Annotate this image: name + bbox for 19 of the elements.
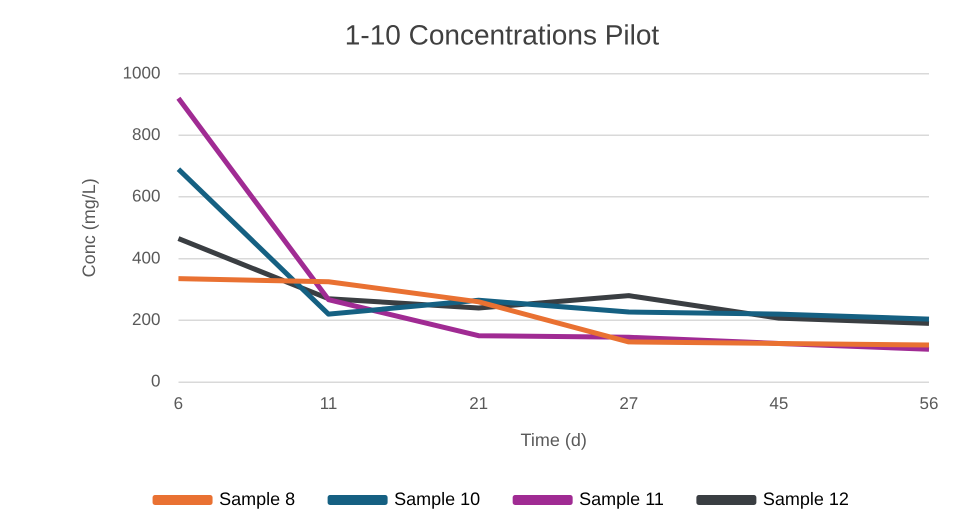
x-tick-label: 6 (174, 394, 184, 413)
x-axis-title: Time (d) (520, 430, 587, 450)
x-tick-label: 21 (469, 394, 488, 413)
y-axis-title: Conc (mg/L) (78, 178, 99, 278)
x-tick-label: 45 (769, 394, 788, 413)
legend-label: Sample 8 (219, 488, 296, 509)
legend-label: Sample 10 (394, 488, 480, 509)
x-tick-label: 27 (619, 394, 638, 413)
chart-title: 1-10 Concentrations Pilot (344, 20, 660, 51)
legend-label: Sample 11 (579, 488, 664, 509)
x-tick-label: 11 (320, 394, 338, 413)
y-tick-label: 1000 (122, 63, 160, 82)
y-tick-label: 200 (132, 310, 160, 330)
x-tick-label: 56 (920, 394, 938, 413)
y-tick-label: 600 (132, 186, 160, 206)
legend-label: Sample 12 (762, 488, 849, 509)
y-tick-label: 800 (132, 124, 160, 144)
y-tick-label: 0 (150, 372, 160, 391)
y-tick-label: 400 (132, 248, 160, 268)
